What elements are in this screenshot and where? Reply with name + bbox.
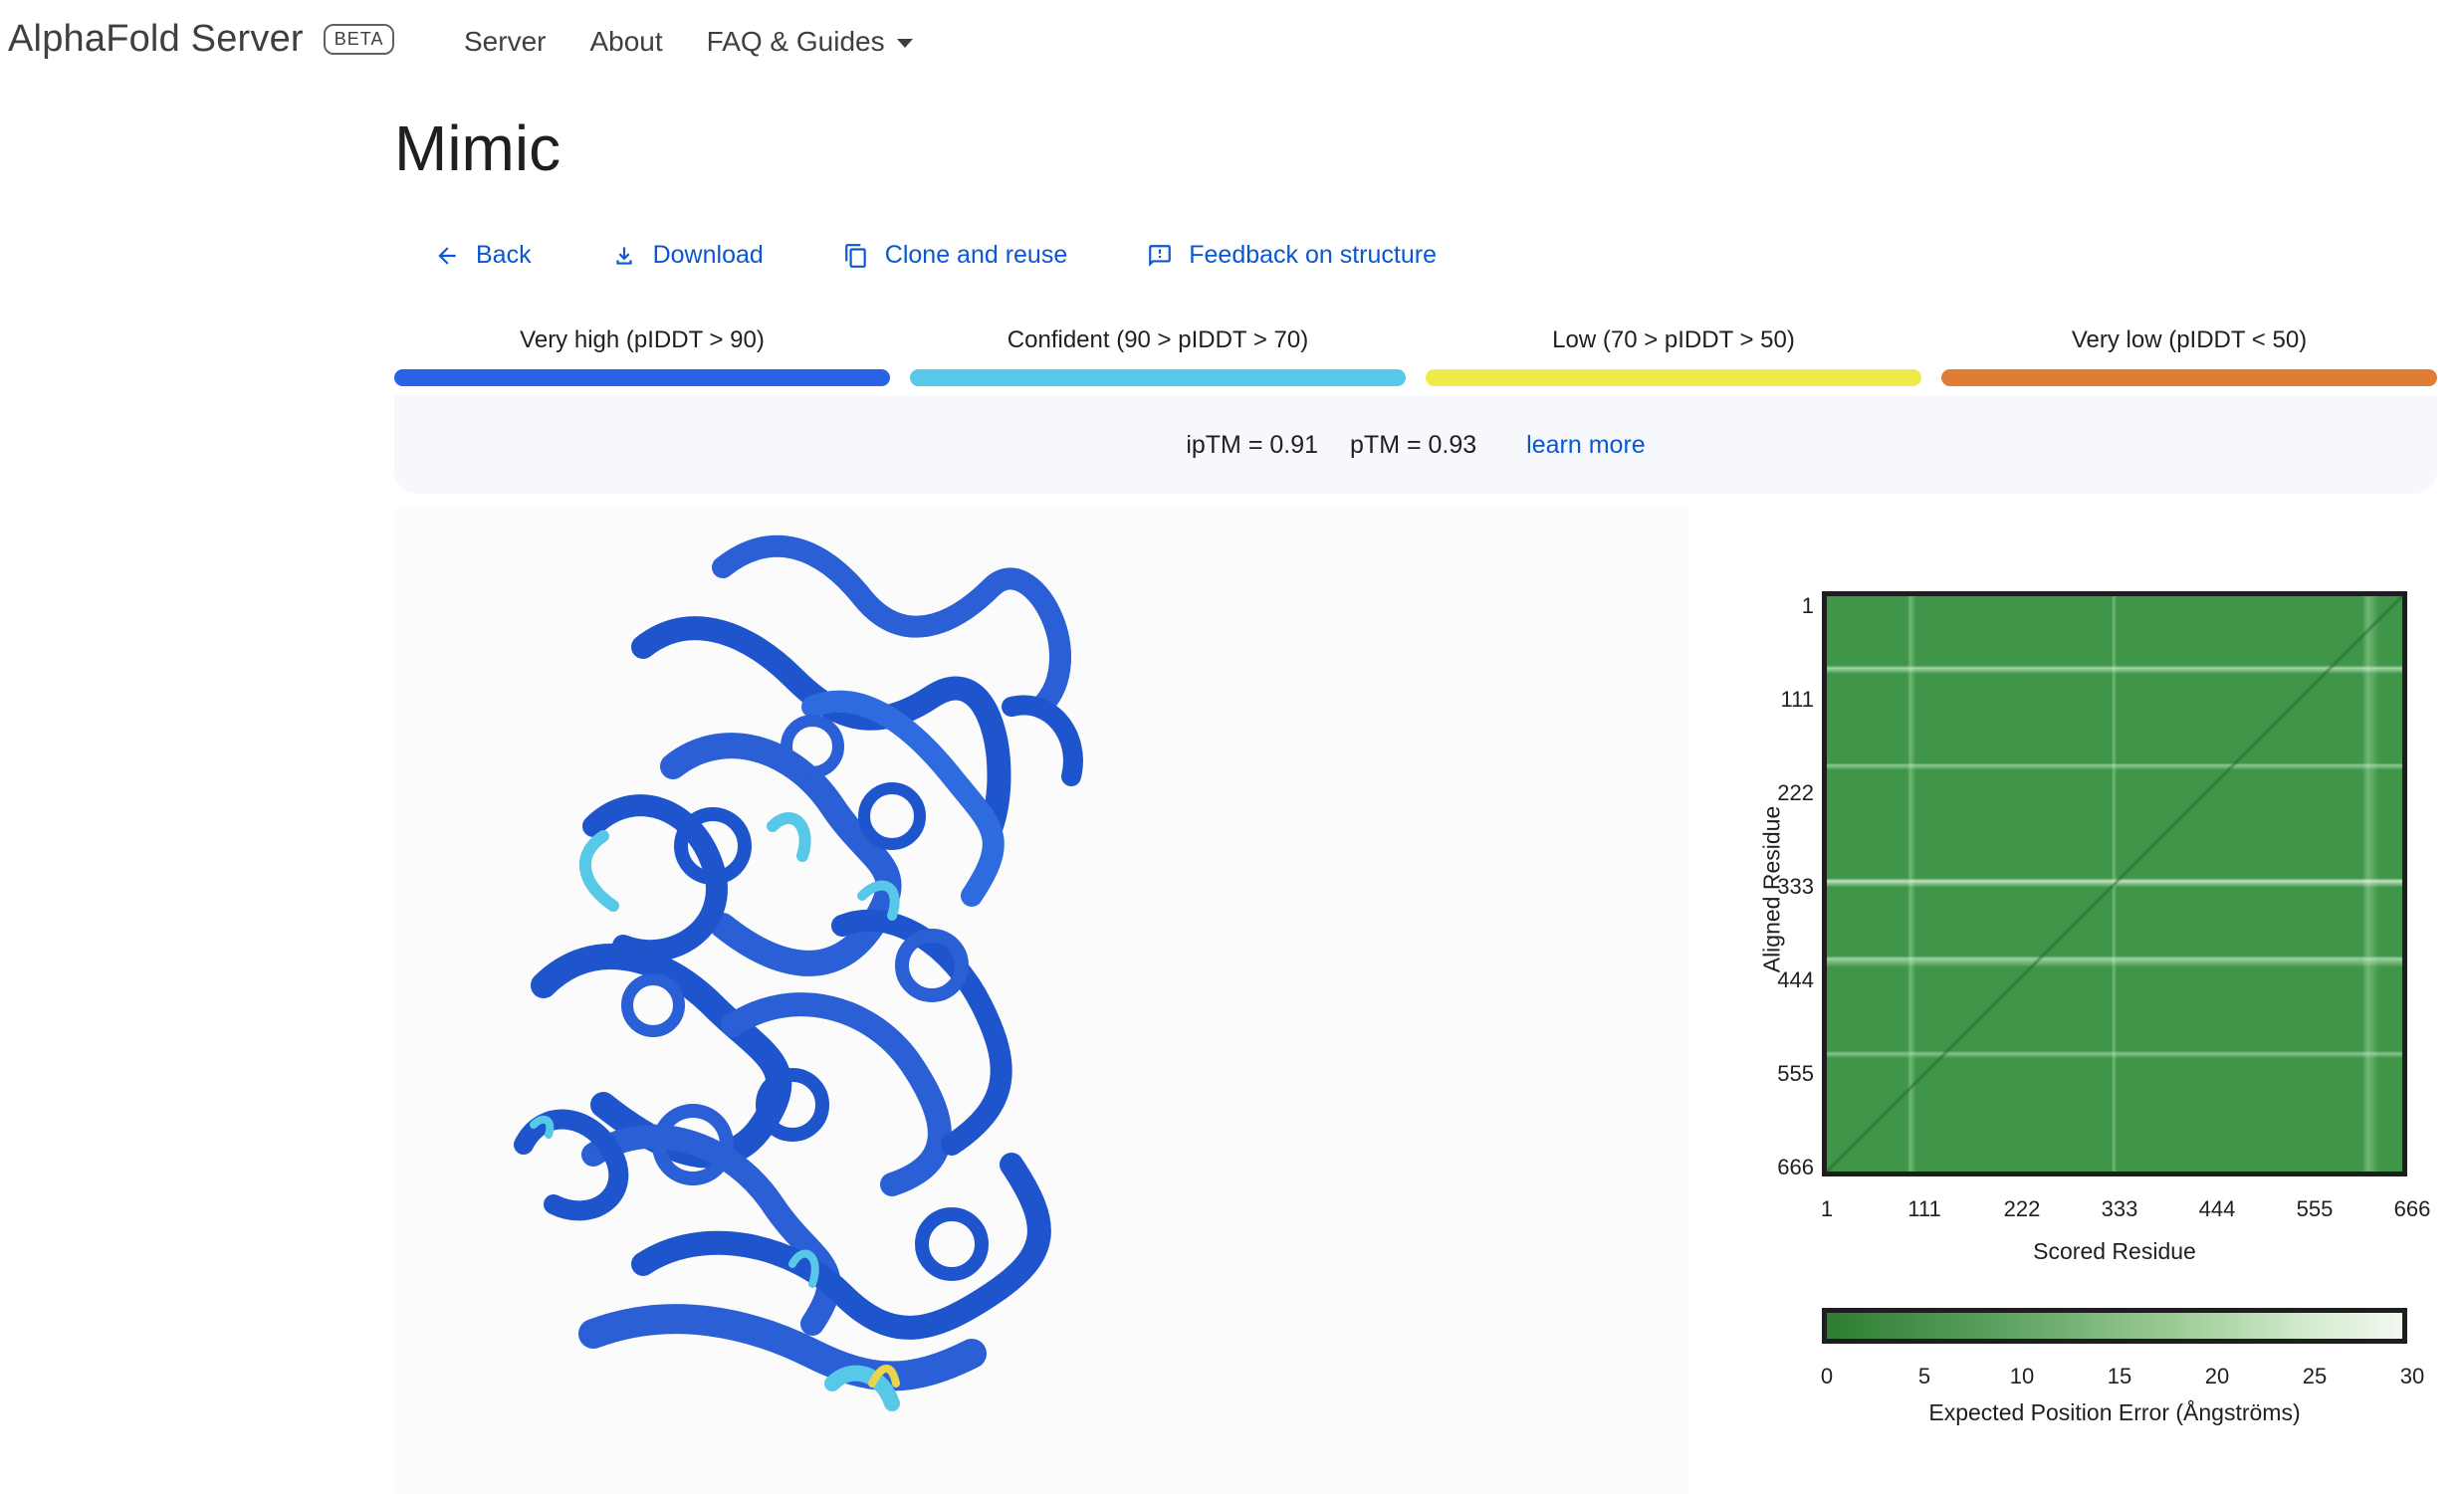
nav-faq-label[interactable]: FAQ & Guides: [706, 26, 885, 57]
legend-bar: [1941, 369, 2437, 386]
nav-about-label[interactable]: About: [589, 26, 663, 57]
colorbar-tick: 30: [2399, 1364, 2425, 1388]
pae-y-tick: 1: [1801, 593, 1814, 618]
pae-plot: Aligned Residue 1 111 222 333 444 555 66…: [1712, 577, 2449, 1453]
pae-x-tick: 555: [2296, 1196, 2334, 1221]
legend-label: Very high (pIDDT > 90): [520, 326, 765, 353]
pae-colorbar: [1822, 1308, 2407, 1344]
pae-x-tick: 1: [1820, 1196, 1834, 1221]
legend-label: Confident (90 > pIDDT > 70): [1007, 326, 1309, 353]
pae-y-tick: 555: [1777, 1061, 1814, 1086]
nav-about[interactable]: About: [589, 26, 662, 58]
structure-viewer[interactable]: [394, 508, 1688, 1494]
legend-bar: [910, 369, 1406, 386]
legend-label: Low (70 > pIDDT > 50): [1552, 326, 1795, 353]
ptm-score: pTM = 0.93: [1350, 430, 1477, 459]
clone-and-reuse-button[interactable]: Clone and reuse: [843, 241, 1067, 270]
plddt-legend: Very high (pIDDT > 90) Confident (90 > p…: [394, 326, 2437, 386]
pae-x-tick: 666: [2393, 1196, 2431, 1221]
legend-bar: [394, 369, 890, 386]
legend-bar: [1426, 369, 1921, 386]
feedback-icon: [1149, 244, 1172, 267]
feedback-button[interactable]: Feedback on structure: [1147, 241, 1437, 270]
arrow-left-icon: [438, 246, 456, 265]
colorbar-tick: 20: [2204, 1364, 2230, 1388]
pae-x-tick: 333: [2101, 1196, 2138, 1221]
pae-heatmap: [1822, 591, 2407, 1176]
chevron-down-icon[interactable]: [896, 38, 913, 48]
nav-server-label[interactable]: Server: [464, 26, 547, 57]
colorbar-tick: 25: [2302, 1364, 2328, 1388]
brand[interactable]: AlphaFold Server BETA: [8, 18, 395, 61]
back-button[interactable]: Back: [434, 241, 532, 270]
download-button[interactable]: Download: [611, 241, 764, 270]
brand-name[interactable]: AlphaFold Server: [8, 18, 304, 60]
download-label[interactable]: Download: [652, 241, 764, 269]
pae-x-tick: 222: [2003, 1196, 2041, 1221]
colorbar-tick: 10: [2009, 1364, 2035, 1388]
pae-y-tick: 444: [1777, 967, 1814, 992]
pae-x-tick: 444: [2198, 1196, 2236, 1221]
pae-x-tick: 111: [1907, 1196, 1941, 1221]
colorbar-label: Expected Position Error (Ångströms): [1928, 1399, 2301, 1425]
main-nav: Server About FAQ & Guides: [464, 26, 957, 58]
protein-structure-render[interactable]: [394, 508, 1688, 1494]
page-title: Mimic: [394, 112, 561, 184]
colorbar-tick: 5: [1917, 1364, 1931, 1388]
nav-faq-guides[interactable]: FAQ & Guides: [707, 26, 913, 58]
beta-badge: BETA: [323, 24, 395, 55]
back-label[interactable]: Back: [476, 241, 532, 269]
clone-label[interactable]: Clone and reuse: [884, 241, 1068, 269]
pae-y-tick: 666: [1777, 1155, 1814, 1179]
colorbar-tick: 15: [2107, 1364, 2132, 1388]
pae-y-tick: 111: [1780, 687, 1814, 712]
pae-y-tick: 222: [1777, 780, 1814, 805]
iptm-score: ipTM = 0.91: [1186, 430, 1319, 459]
legend-very-low: Very low (pIDDT < 50): [1941, 326, 2437, 386]
copy-icon: [844, 243, 866, 268]
top-bar: AlphaFold Server BETA Server About FAQ &…: [0, 0, 2464, 86]
score-panel: ipTM = 0.91 pTM = 0.93 learn more: [394, 396, 2437, 494]
legend-very-high: Very high (pIDDT > 90): [394, 326, 890, 386]
action-bar: Back Download Clone and reuse Feedback o…: [434, 241, 1516, 270]
nav-server[interactable]: Server: [464, 26, 546, 58]
colorbar-tick: 0: [1820, 1364, 1834, 1388]
legend-low: Low (70 > pIDDT > 50): [1426, 326, 1921, 386]
download-icon: [616, 246, 632, 265]
pae-x-axis-label: Scored Residue: [2033, 1238, 2196, 1264]
legend-label: Very low (pIDDT < 50): [2071, 326, 2308, 353]
feedback-label[interactable]: Feedback on structure: [1189, 241, 1437, 269]
learn-more-link[interactable]: learn more: [1526, 430, 1646, 459]
legend-confident: Confident (90 > pIDDT > 70): [910, 326, 1406, 386]
pae-y-tick: 333: [1777, 874, 1814, 899]
